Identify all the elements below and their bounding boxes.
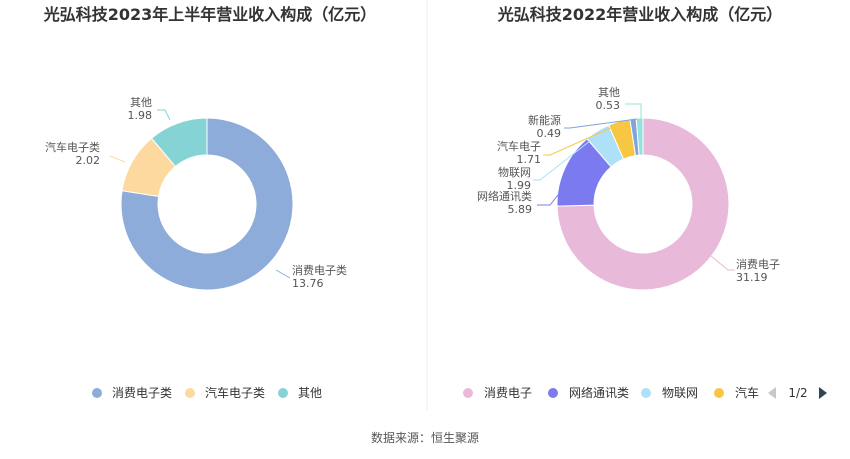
leader-line [625,103,642,119]
donut-slice[interactable] [150,117,208,168]
leader-line [275,269,291,279]
legend-item-label[interactable]: 其他 [298,386,322,400]
legend-marker[interactable] [92,388,102,398]
legend-page-indicator: 1/2 [788,386,807,400]
slice-label-name: 其他 [130,96,152,109]
slice-label-name: 消费电子类 [292,263,347,277]
legend-marker[interactable] [463,388,473,398]
slice-label-name: 物联网 [498,165,531,179]
legend-marker[interactable] [641,388,651,398]
donut-slice[interactable] [120,117,294,291]
leader-line [710,255,735,271]
legend-item-label[interactable]: 物联网 [662,386,698,400]
legend-marker[interactable] [548,388,558,398]
slice-label-name: 汽车电子类 [45,140,100,154]
donut-slice[interactable] [635,117,644,156]
leader-line [543,121,625,156]
slice-label-value: 1.99 [507,179,532,192]
legend-item-label[interactable]: 消费电子 [484,386,532,400]
legend-2023h1: 消费电子类 汽车电子类 其他 [92,385,322,400]
legend-item-label[interactable]: 汽车 [735,385,759,400]
legend-item-label[interactable]: 消费电子类 [112,386,172,400]
leader-line [537,174,575,206]
slice-label-name: 汽车电子 [497,139,541,153]
chart-title-2023h1: 光弘科技2023年上半年营业收入构成（亿元） [43,5,377,24]
slice-label-value: 5.89 [508,203,533,216]
legend-2022: 消费电子 网络通讯类 物联网 汽车 [463,385,759,400]
slice-label-value: 13.76 [292,277,324,290]
leader-line [157,109,171,121]
legend-marker[interactable] [185,388,195,398]
legend-item-label[interactable]: 汽车电子类 [205,385,265,400]
legend-next-icon[interactable] [819,387,827,399]
slice-label-name: 消费电子 [736,257,780,271]
legend-item-label[interactable]: 网络通讯类 [569,385,629,400]
slice-label-name: 其他 [598,86,620,99]
chart-title-2022: 光弘科技2022年营业收入构成（亿元） [497,5,783,24]
slice-label-value: 0.53 [596,99,621,112]
slice-label-name: 新能源 [528,113,561,127]
slice-label-value: 1.98 [128,109,153,122]
donut-slice[interactable] [556,117,730,291]
legend-prev-icon[interactable] [768,387,776,399]
legend-marker[interactable] [714,388,724,398]
leader-line [109,155,126,163]
leader-line [533,129,605,181]
slice-label-value: 31.19 [736,271,768,284]
legend-marker[interactable] [278,388,288,398]
slice-label-value: 2.02 [76,154,101,167]
slice-label-value: 0.49 [537,127,562,140]
data-source-note: 数据来源：恒生聚源 [371,430,479,445]
slice-label-name: 网络通讯类 [477,189,532,203]
leader-line [564,118,638,129]
slice-label-value: 1.71 [517,153,542,166]
